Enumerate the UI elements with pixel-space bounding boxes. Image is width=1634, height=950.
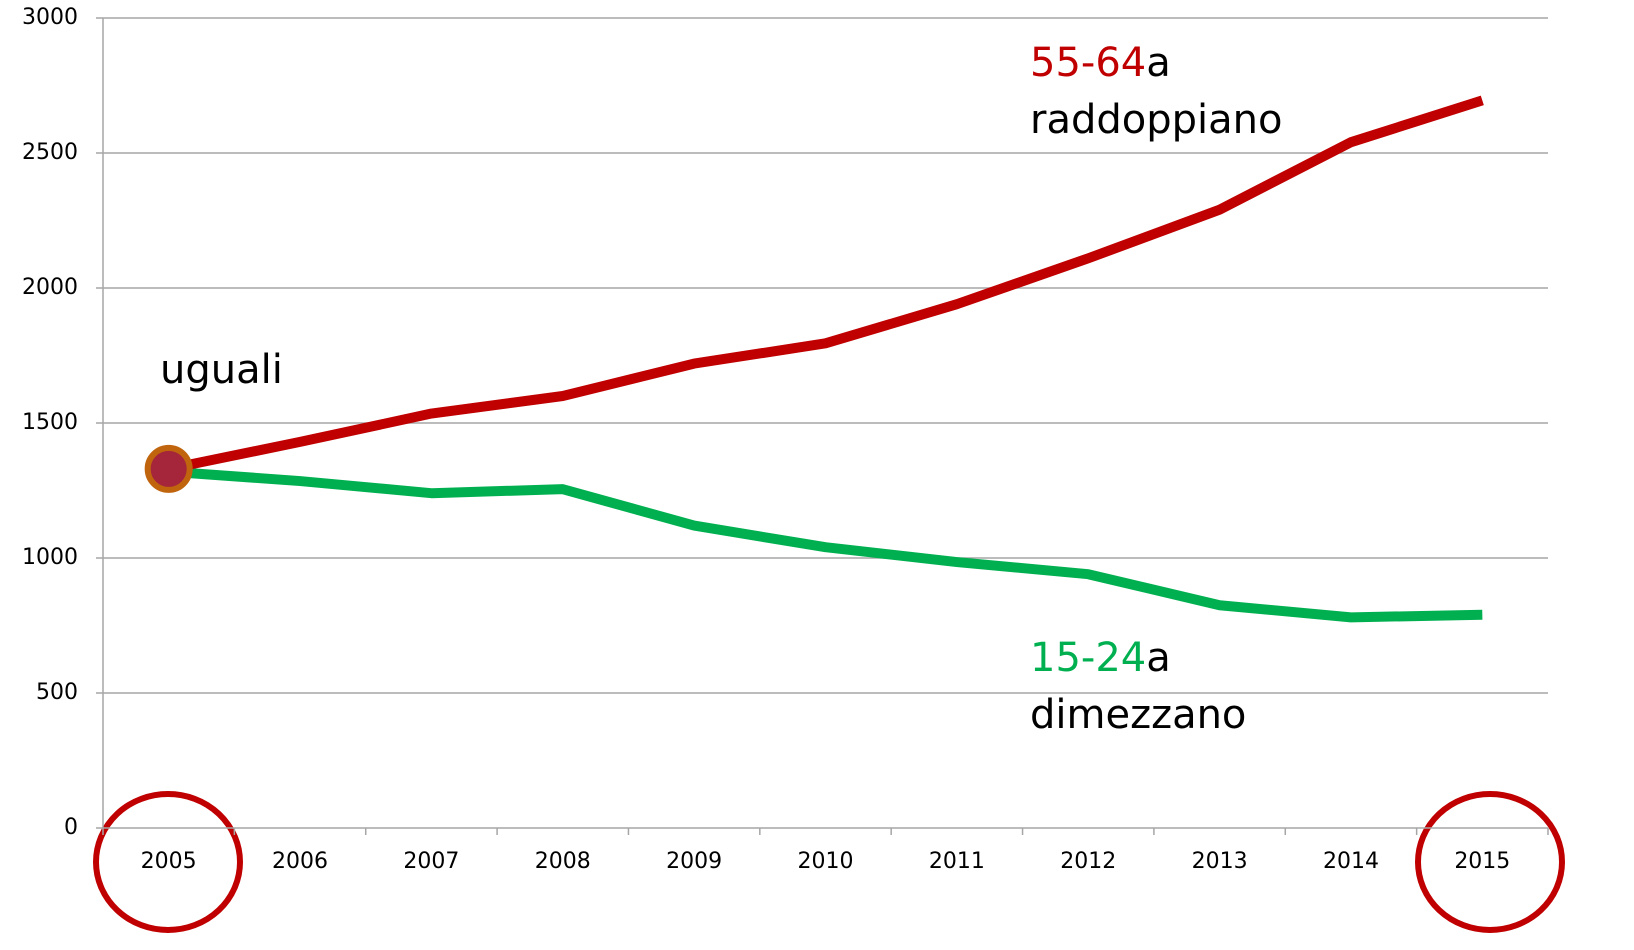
- series-label: 55-64: [1030, 40, 1146, 86]
- x-tick-label: 2014: [1323, 849, 1379, 874]
- series-label: 15-24: [1030, 635, 1146, 681]
- highlight-circle: [93, 791, 243, 933]
- annotation: uguali: [160, 347, 283, 393]
- annotation: dimezzano: [1030, 692, 1246, 738]
- annotation-suffix: a: [1146, 635, 1171, 681]
- highlight-circle: [1415, 791, 1565, 933]
- series-line: [168, 466, 1483, 623]
- annotation: 15-24a: [1030, 635, 1171, 681]
- x-tick-label: 2009: [666, 849, 722, 874]
- x-tick-label: 2005: [141, 849, 197, 874]
- x-tick-label: 2006: [272, 849, 328, 874]
- y-tick-label: 0: [64, 815, 78, 840]
- y-tick-label: 2000: [22, 275, 78, 300]
- x-tick-label: 2011: [929, 849, 985, 874]
- y-tick-label: 1500: [22, 410, 78, 435]
- start-point: [144, 444, 193, 493]
- x-tick-label: 2013: [1192, 849, 1248, 874]
- x-tick-label: 2010: [798, 849, 854, 874]
- x-tick-label: 2012: [1060, 849, 1116, 874]
- x-tick-label: 2008: [535, 849, 591, 874]
- series-line: [167, 95, 1484, 474]
- y-tick-label: 500: [36, 680, 78, 705]
- y-tick-label: 2500: [22, 140, 78, 165]
- x-tick-label: 2007: [403, 849, 459, 874]
- annotation-suffix: a: [1146, 40, 1171, 86]
- x-tick-label: 2015: [1454, 849, 1510, 874]
- annotation: raddoppiano: [1030, 97, 1282, 143]
- y-tick-label: 1000: [22, 545, 78, 570]
- annotation: 55-64a: [1030, 40, 1171, 86]
- y-tick-label: 3000: [22, 5, 78, 30]
